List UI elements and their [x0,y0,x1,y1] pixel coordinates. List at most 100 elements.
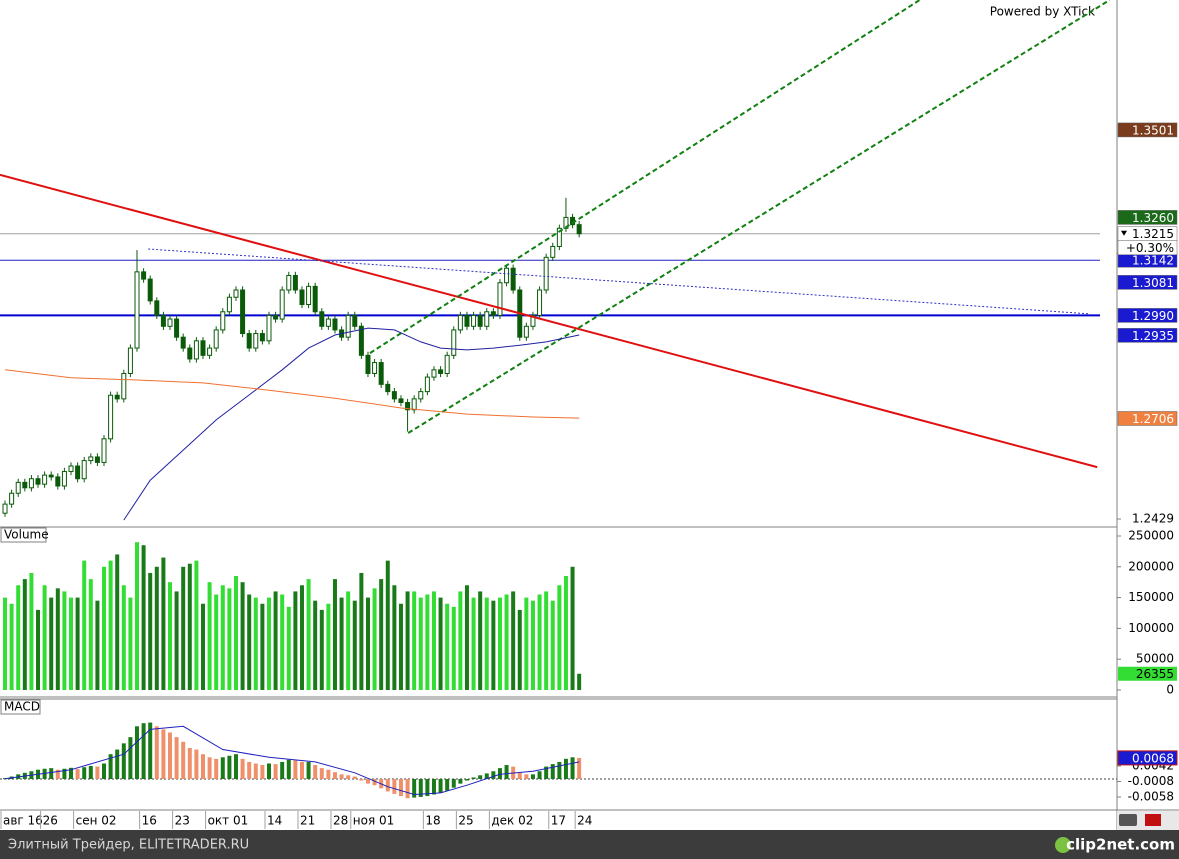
macd-bar [405,778,410,799]
macd-bar [200,754,205,779]
volume-bar [425,594,430,690]
volume-bar [511,591,516,690]
candle-body [121,372,127,400]
volume-bar [385,560,390,690]
candle-body [523,325,529,338]
price-tag-label: 1.2990 [1132,309,1174,323]
x-tick-label: сен 02 [76,814,117,828]
overlay-line [123,327,580,521]
macd-bar [339,774,344,779]
candle-body [332,318,338,331]
macd-bar [49,768,54,779]
x-tick-label: 14 [267,814,282,828]
candle-body [273,314,279,320]
volume-bar [161,557,166,690]
macd-bar [207,757,212,779]
macd-bar [174,737,179,779]
x-tick-label: авг 16 [3,814,43,828]
macd-bar [135,726,140,779]
macd-bar [537,771,542,779]
y-tick-label: 0 [1166,682,1174,696]
volume-bar [332,579,337,690]
macd-bar [69,767,74,779]
powered-by: Powered by XTick [990,5,1095,19]
candle-body [253,333,259,349]
volume-bar [16,585,21,690]
x-tick-label: 25 [458,814,473,828]
volume-bar [530,600,535,690]
candle-body [497,282,503,316]
volume-bar [247,594,252,690]
x-tick-label: 16 [142,814,157,828]
x-tick-label: 23 [175,814,190,828]
volume-bar [379,579,384,690]
icon-button[interactable] [1145,814,1161,826]
candle-body [55,476,61,487]
signal-line [4,725,580,796]
candle-body [550,245,556,258]
change-tag [1117,240,1178,255]
volume-bar [431,591,436,690]
macd-bar [161,729,166,779]
volume-bar [484,597,489,690]
candle-body [418,391,424,400]
candle-body [35,478,41,485]
icon-button[interactable] [1119,814,1137,826]
macd-bar [438,778,443,793]
macd-bar [154,726,159,779]
macd-bar [299,761,304,779]
x-tick-label: 21 [300,814,315,828]
candle-body [48,474,54,478]
volume-bar [458,591,463,690]
candle-body [259,333,265,342]
candle-body [193,340,199,360]
volume-tag-label: 26355 [1136,667,1174,681]
macd-bar [62,768,67,779]
price-tag-label: 1.3081 [1132,276,1174,290]
volume-bar [299,585,304,690]
volume-bar [42,585,47,690]
candle-body [286,274,292,291]
change-label: +0.30% [1126,241,1174,255]
macd-bar [102,763,107,779]
candle-body [68,465,74,472]
candle-body [325,318,331,327]
macd-bar [286,759,291,779]
macd-bar [398,778,403,797]
candle-body [15,481,21,494]
macd-bar [445,778,450,791]
y-tick-label: -0.0058 [1128,789,1174,803]
macd-bar [148,722,153,779]
candle-body [312,285,318,313]
overlay-line [0,173,1098,469]
volume-bar [280,594,285,690]
volume-bar [141,545,146,690]
volume-bar [398,603,403,690]
macd-bar [214,758,219,779]
candle-body [490,311,496,316]
volume-bar [240,582,245,690]
volume-bar [260,603,265,690]
macd-bar [247,761,252,779]
macd-bar [372,778,377,786]
macd-bar [319,768,324,779]
candle-body [405,402,411,411]
macd-bar [115,749,120,779]
price-tag-label: 1.3501 [1132,123,1174,137]
volume-bar [412,591,417,690]
macd-bar [95,766,100,779]
macd-bar [108,754,113,779]
volume-bar [557,585,562,690]
candle-body [207,347,213,356]
price-tag-label: 1.3215 [1132,227,1174,241]
last-arrow [1121,230,1127,236]
candle-body [101,438,107,463]
volume-bar [405,591,410,690]
candle-body [345,314,351,338]
volume-bar [306,579,311,690]
volume-bar [174,591,179,690]
overlay-line [407,0,1111,434]
macd-bar [253,763,258,779]
brand-icon [1055,837,1071,853]
